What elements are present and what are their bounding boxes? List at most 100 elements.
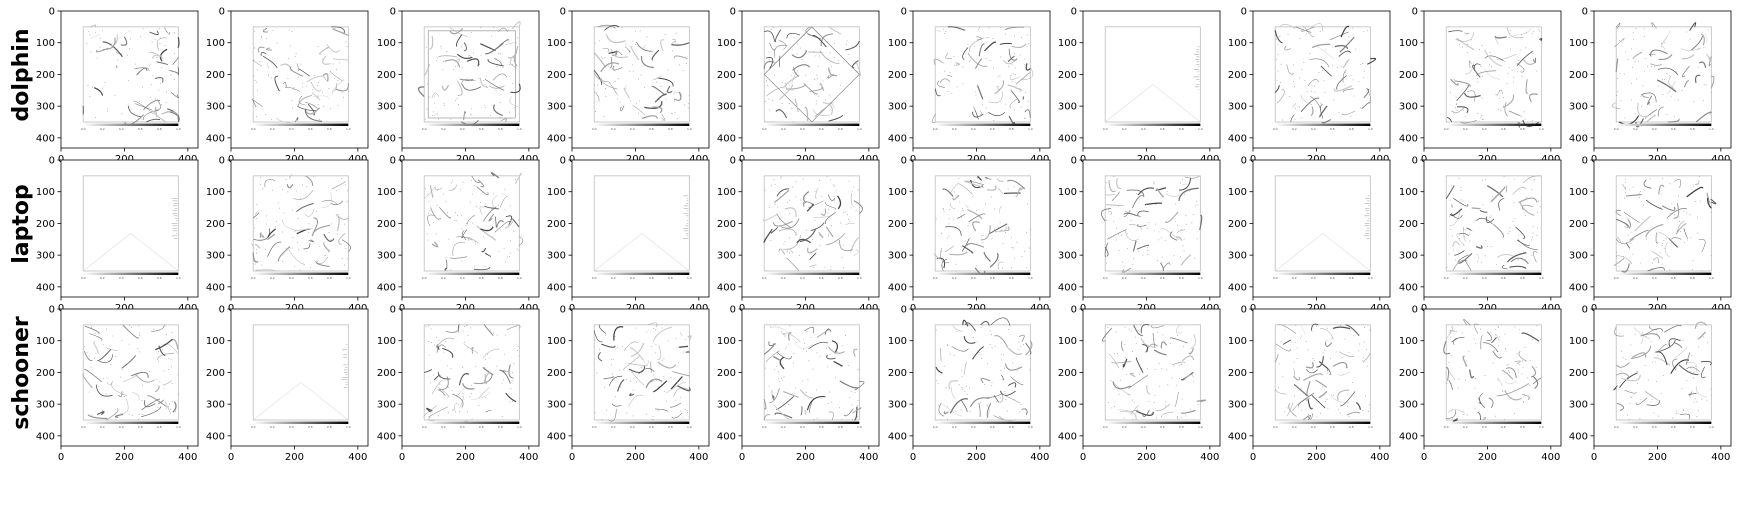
colorbar-tick-label: 0.4 <box>1141 127 1146 131</box>
colorbar-tick-label: 0.6 <box>1501 276 1506 280</box>
colorbar-tick-label: 0.2 <box>441 425 446 429</box>
sketch-texture <box>423 172 524 271</box>
colorbar-tick-label: 0.4 <box>1652 425 1657 429</box>
colorbar <box>1446 421 1542 425</box>
y-tick-label: 400 <box>1399 282 1418 293</box>
colorbar-tick-label: 1.0 <box>857 425 862 429</box>
colorbar-tick-label: 0.8 <box>1009 425 1014 429</box>
x-tick-label: 200 <box>1478 303 1497 314</box>
colorbar-tick-label: 0.2 <box>1292 127 1297 131</box>
x-tick-label: 0 <box>1591 154 1597 165</box>
y-tick-label: 400 <box>717 431 736 442</box>
x-tick-label: 400 <box>348 303 367 314</box>
x-tick-label: 400 <box>859 154 878 165</box>
x-tick-label: 0 <box>228 303 234 314</box>
axes-frame <box>401 308 540 447</box>
y-tick-label: 100 <box>1058 336 1077 347</box>
y-tick-label: 200 <box>1058 70 1077 81</box>
colorbar-tick-label: 0.0 <box>1103 276 1108 280</box>
y-tick-label: 0 <box>1582 7 1588 18</box>
colorbar-tick-label: 0.2 <box>270 127 275 131</box>
x-tick-label: 200 <box>115 303 134 314</box>
x-tick-label: 0 <box>1250 452 1256 463</box>
axes-frame <box>401 159 540 298</box>
x-tick-label: 0 <box>569 303 575 314</box>
x-tick-label: 200 <box>967 303 986 314</box>
colorbar <box>83 272 179 276</box>
x-tick-label: 0 <box>1421 303 1427 314</box>
colorbar-tick-label: 0.2 <box>611 276 616 280</box>
x-tick-label: 0 <box>399 452 405 463</box>
y-tick-label: 100 <box>888 38 907 49</box>
y-tick-label: 300 <box>1399 102 1418 113</box>
x-tick-label: 400 <box>859 452 878 463</box>
x-tick-label: 400 <box>519 452 538 463</box>
colorbar-tick-label: 0.0 <box>1614 276 1619 280</box>
colorbar-tick-label: 0.2 <box>952 127 957 131</box>
x-tick-label: 0 <box>1080 303 1086 314</box>
x-tick-label: 400 <box>1711 303 1730 314</box>
colorbar-tick-label: 0.2 <box>100 127 105 131</box>
y-tick-label: 0 <box>390 305 396 316</box>
colorbar-tick-label: 0.2 <box>1633 425 1638 429</box>
y-tick-label: 0 <box>730 156 736 167</box>
y-tick-label: 0 <box>1071 7 1077 18</box>
colorbar-tick-label: 0.8 <box>157 276 162 280</box>
axes-frame <box>912 10 1051 149</box>
colorbar-tick-label: 1.0 <box>687 425 692 429</box>
colorbar-tick-label: 0.2 <box>1122 276 1127 280</box>
inner-frame <box>593 324 690 421</box>
colorbar-tick-label: 1.0 <box>1198 127 1203 131</box>
colorbar-tick-label: 0.8 <box>1349 425 1354 429</box>
colorbar <box>1275 123 1371 127</box>
colorbar-tick-label: 0.4 <box>971 127 976 131</box>
x-tick-label: 400 <box>519 154 538 165</box>
inner-frame <box>1615 324 1712 421</box>
y-tick-label: 100 <box>717 38 736 49</box>
y-tick-label: 400 <box>206 133 225 144</box>
colorbar-tick-label: 0.0 <box>933 276 938 280</box>
colorbar-tick-label: 0.2 <box>1292 276 1297 280</box>
colorbar-tick-label: 1.0 <box>857 127 862 131</box>
colorbar-tick-label: 0.4 <box>630 276 635 280</box>
sketch-texture <box>1100 175 1203 273</box>
y-tick-label: 300 <box>377 102 396 113</box>
y-tick-label: 300 <box>36 400 55 411</box>
colorbar-tick-label: 0.2 <box>270 276 275 280</box>
y-tick-label: 0 <box>901 7 907 18</box>
x-tick-label: 400 <box>1541 452 1560 463</box>
x-tick-label: 400 <box>859 303 878 314</box>
colorbar-tick-label: 0.4 <box>289 127 294 131</box>
colorbar-tick-label: 0.6 <box>990 425 995 429</box>
colorbar <box>935 421 1031 425</box>
sketch-texture <box>1275 195 1371 272</box>
colorbar-tick-label: 0.8 <box>327 425 332 429</box>
colorbar-tick-label: 0.6 <box>479 127 484 131</box>
inner-frame <box>1615 26 1712 123</box>
colorbar-tick-label: 0.6 <box>1671 425 1676 429</box>
colorbar-tick-label: 0.6 <box>479 276 484 280</box>
y-tick-label: 200 <box>888 368 907 379</box>
y-tick-label: 400 <box>206 431 225 442</box>
x-tick-label: 400 <box>1541 303 1560 314</box>
axes-frame <box>1423 10 1562 149</box>
colorbar <box>424 123 520 127</box>
colorbar-tick-label: 0.4 <box>800 127 805 131</box>
x-tick-label: 200 <box>626 154 645 165</box>
colorbar-tick-label: 0.0 <box>422 425 427 429</box>
colorbar-tick-label: 1.0 <box>687 276 692 280</box>
x-tick-label: 0 <box>228 154 234 165</box>
colorbar-tick-label: 0.6 <box>479 425 484 429</box>
y-tick-label: 100 <box>206 336 225 347</box>
y-tick-label: 100 <box>1399 38 1418 49</box>
x-tick-label: 0 <box>1591 303 1597 314</box>
sketch-texture <box>594 195 690 272</box>
y-tick-label: 0 <box>390 7 396 18</box>
y-tick-label: 400 <box>717 133 736 144</box>
y-tick-label: 0 <box>1241 156 1247 167</box>
x-tick-label: 200 <box>967 452 986 463</box>
